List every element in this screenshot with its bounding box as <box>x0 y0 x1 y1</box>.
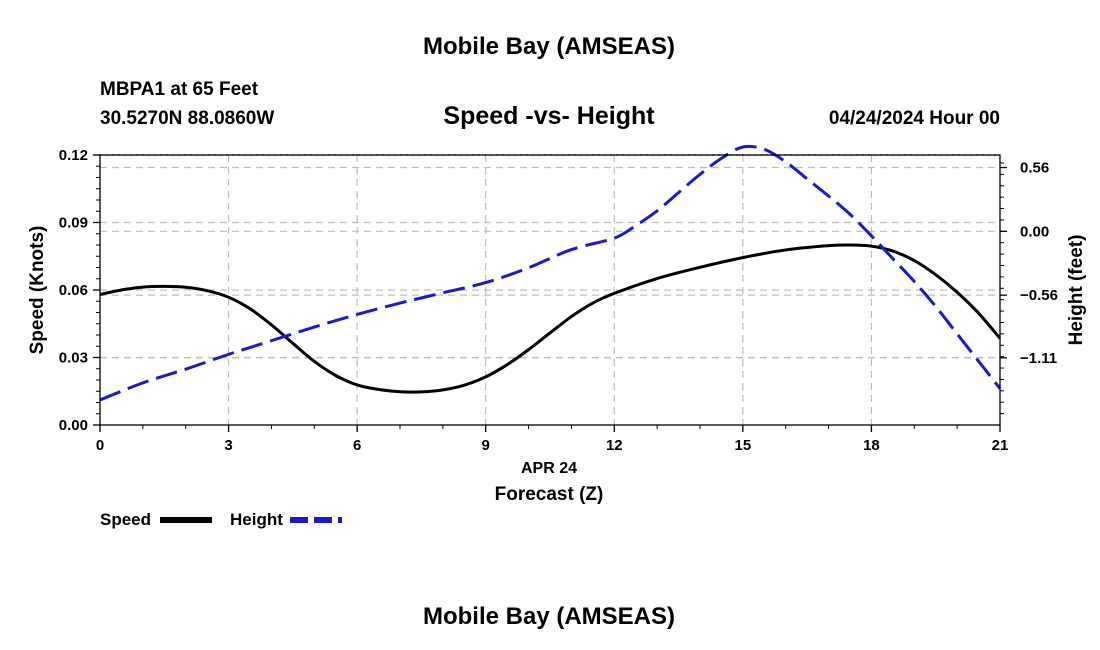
chart-subtitle: Speed -vs- Height <box>443 102 655 130</box>
axes: 0 3 6 9 12 15 18 21 0.00 0.03 0.06 0.09 0.12 0.56 0.00… <box>59 147 1058 454</box>
legend: Speed Height <box>100 510 342 529</box>
x-axis-date-label: APR 24 <box>521 460 577 477</box>
y-axis-title: Speed (Knots) <box>27 226 48 355</box>
station-coordinates: 30.5270N 88.0860W <box>100 108 274 129</box>
y-tick-label: 0.00 <box>59 417 88 434</box>
x-tick-label: 12 <box>606 437 623 454</box>
x-tick-label: 21 <box>992 437 1009 454</box>
x-tick-label: 9 <box>482 437 490 454</box>
y2-tick-label: 0.56 <box>1020 160 1049 177</box>
forecast-datetime: 04/24/2024 Hour 00 <box>829 108 1000 129</box>
legend-speed-label: Speed <box>100 510 151 529</box>
height-series-line <box>99 144 1002 402</box>
y-tick-label: 0.09 <box>59 215 88 232</box>
x-tick-label: 0 <box>96 437 104 454</box>
y-tick-label: 0.12 <box>59 147 88 164</box>
y-tick-label: 0.03 <box>59 350 88 367</box>
speed-series-line <box>99 243 1002 394</box>
x-tick-label: 18 <box>863 437 880 454</box>
y2-tick-label: −1.11 <box>1020 350 1057 367</box>
legend-height-label: Height <box>230 510 283 529</box>
grid-lines <box>100 155 1000 425</box>
footer-title: Mobile Bay (AMSEAS) <box>423 603 675 630</box>
x-tick-label: 3 <box>224 437 232 454</box>
station-label: MBPA1 at 65 Feet <box>100 79 259 100</box>
y2-tick-label: −0.56 <box>1020 287 1058 304</box>
x-tick-label: 6 <box>353 437 361 454</box>
page-title: Mobile Bay (AMSEAS) <box>423 33 675 60</box>
series-lines <box>99 144 1002 402</box>
y2-axis-title: Height (feet) <box>1066 235 1087 346</box>
x-tick-label: 15 <box>735 437 752 454</box>
y2-tick-label: 0.00 <box>1020 223 1049 240</box>
y-tick-label: 0.06 <box>59 282 88 299</box>
x-axis-title: Forecast (Z) <box>495 484 604 505</box>
